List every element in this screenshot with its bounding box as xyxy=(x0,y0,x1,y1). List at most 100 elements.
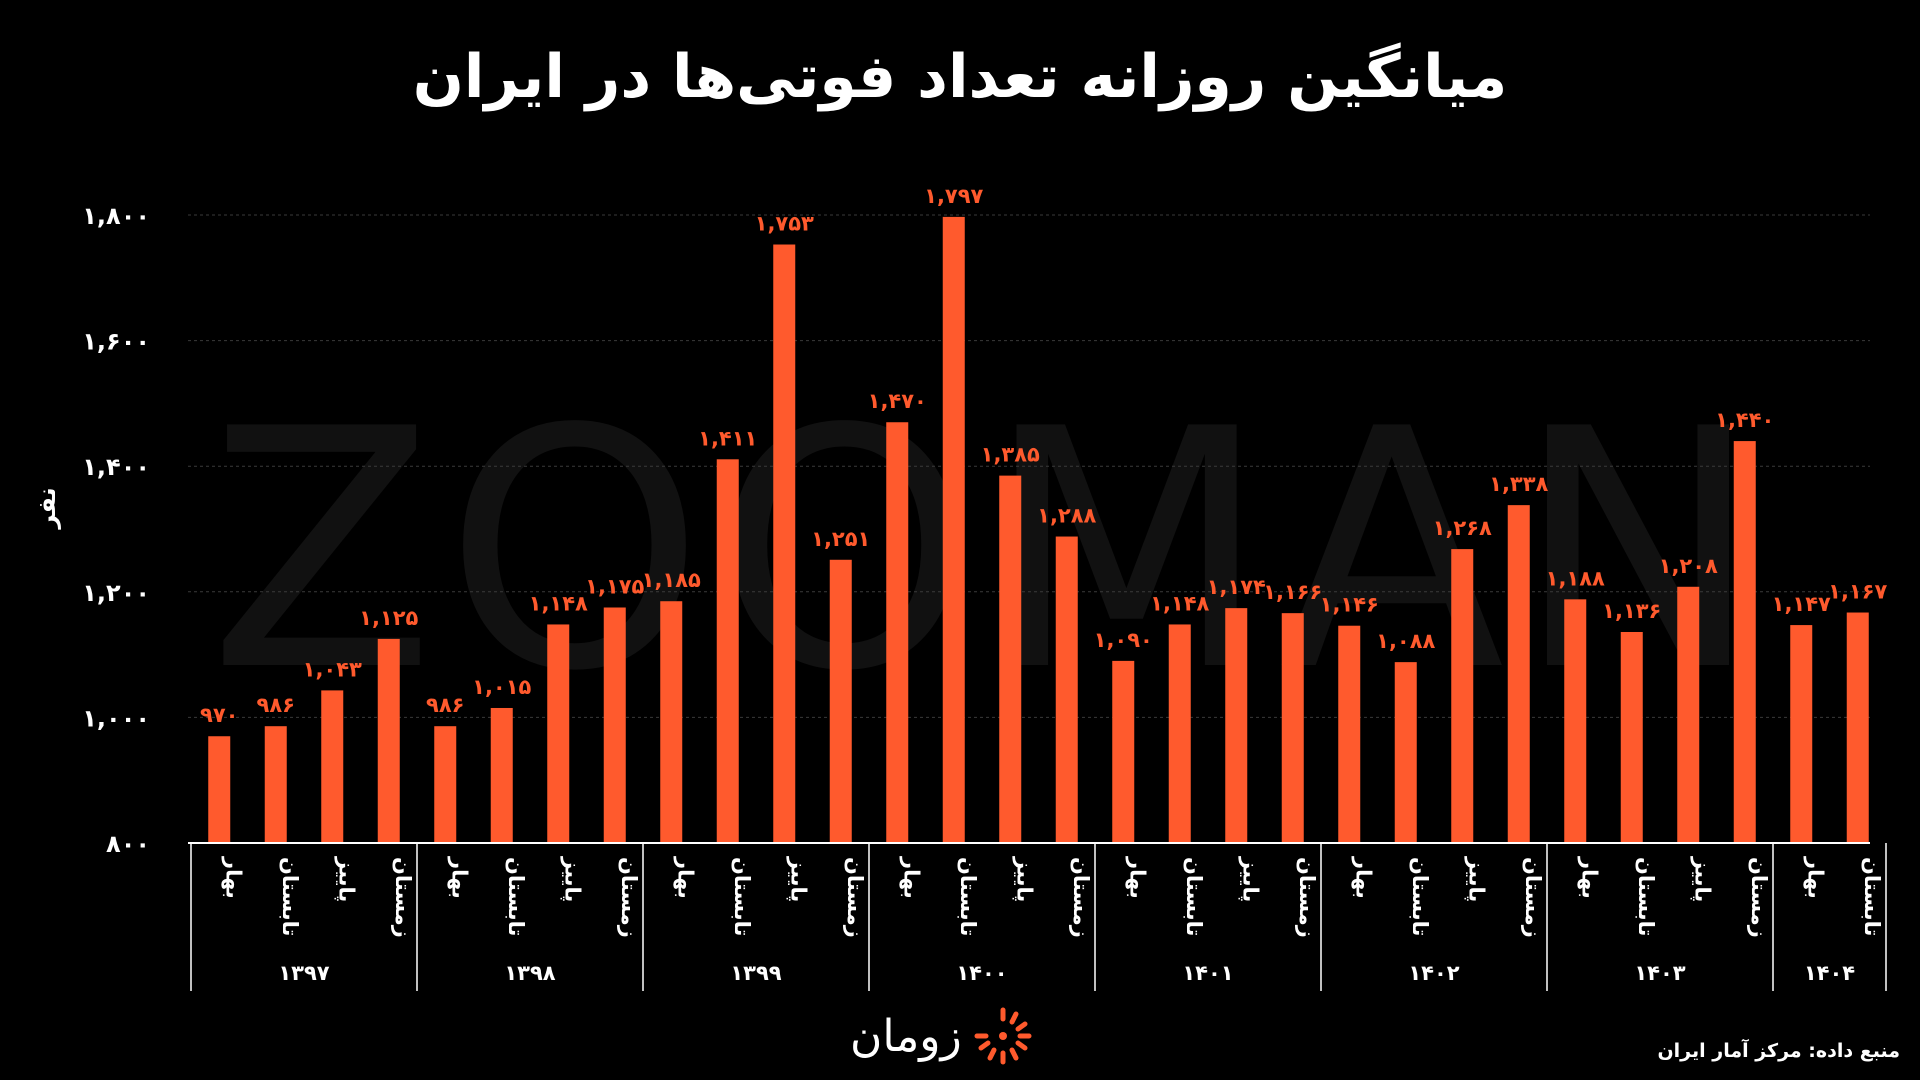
x-tick-label: پاییز xyxy=(786,856,810,902)
bar xyxy=(1564,599,1587,843)
y-tick-label: ۱,۰۰۰ xyxy=(82,704,150,732)
bar xyxy=(999,475,1022,843)
year-label: ۱۴۰۰ xyxy=(956,961,1007,985)
data-label: ۱,۰۹۰ xyxy=(1094,628,1153,652)
bar xyxy=(1112,660,1135,843)
data-label: ۱,۴۴۰ xyxy=(1715,408,1774,432)
bar xyxy=(942,216,965,843)
bar xyxy=(886,422,909,843)
data-label: ۱,۷۹۷ xyxy=(924,184,983,208)
data-label: ۱,۲۵۱ xyxy=(811,527,870,551)
data-label: ۹۸۶ xyxy=(257,693,295,717)
bar xyxy=(1620,631,1643,843)
y-tick-label: ۱,۲۰۰ xyxy=(82,579,150,607)
data-label: ۱,۱۴۷ xyxy=(1772,592,1831,616)
x-tick-label: تابستان xyxy=(278,857,302,936)
year-label: ۱۴۰۳ xyxy=(1634,961,1685,985)
data-label: ۱,۲۸۸ xyxy=(1037,504,1096,528)
bar xyxy=(1790,625,1813,843)
data-label: ۱,۲۰۸ xyxy=(1659,554,1718,578)
data-label: ۱,۱۷۴ xyxy=(1207,575,1266,599)
bar xyxy=(1225,608,1248,843)
x-tick-label: تابستان xyxy=(1182,857,1206,936)
x-tick-label: پاییز xyxy=(1012,856,1036,902)
data-label: ۹۷۰ xyxy=(200,703,238,727)
bar xyxy=(1733,441,1756,843)
data-label: ۱,۱۷۵ xyxy=(585,575,644,599)
y-tick-label: ۱,۶۰۰ xyxy=(82,328,150,356)
x-tick-label: تابستان xyxy=(730,857,754,936)
watermark: ZOOMAN xyxy=(209,359,1772,743)
data-label: ۱,۱۲۵ xyxy=(359,606,418,630)
brand-logo: زومان xyxy=(850,1005,1034,1067)
data-label: ۱,۱۳۶ xyxy=(1602,599,1661,623)
x-tick-label: زمستان xyxy=(843,857,867,938)
bar xyxy=(264,726,287,843)
year-label: ۱۴۰۴ xyxy=(1804,961,1855,985)
data-label: ۱,۱۸۵ xyxy=(642,568,701,592)
chart-title: میانگین روزانه تعداد فوتی‌ها در ایران xyxy=(412,42,1508,112)
x-tick-label: بهار xyxy=(673,856,697,899)
brand-name: زومان xyxy=(850,1010,962,1062)
data-label: ۱,۷۵۳ xyxy=(755,212,814,236)
y-tick-label: ۱,۴۰۰ xyxy=(82,453,150,481)
data-label: ۱,۲۶۸ xyxy=(1433,516,1492,540)
bar xyxy=(1846,612,1869,843)
data-label: ۱,۱۴۶ xyxy=(1320,593,1379,617)
x-tick-label: زمستان xyxy=(1747,857,1771,938)
data-label: ۱,۴۱۱ xyxy=(698,426,757,450)
bar xyxy=(547,624,570,843)
bar xyxy=(829,559,852,843)
x-tick-label: بهار xyxy=(1803,856,1827,899)
year-label: ۱۳۹۸ xyxy=(504,961,555,985)
x-tick-label: پاییز xyxy=(560,856,584,902)
data-source: منبع داده: مرکز آمار ایران xyxy=(1657,1040,1900,1062)
x-tick-label: تابستان xyxy=(504,857,528,936)
x-tick-label: تابستان xyxy=(1634,857,1658,936)
x-tick-label: بهار xyxy=(1351,856,1375,899)
x-tick-label: تابستان xyxy=(1860,857,1884,936)
bar xyxy=(490,707,513,843)
data-label: ۱,۳۸۵ xyxy=(981,443,1040,467)
bar xyxy=(321,690,344,843)
data-label: ۱,۱۴۸ xyxy=(1150,591,1209,615)
bar xyxy=(1507,505,1530,843)
x-tick-label: بهار xyxy=(1125,856,1149,899)
y-axis-label: نفر xyxy=(33,487,61,529)
bar xyxy=(1055,536,1078,843)
x-tick-label: زمستان xyxy=(617,857,641,938)
x-tick-label: زمستان xyxy=(391,857,415,938)
year-label: ۱۴۰۲ xyxy=(1408,961,1459,985)
bar xyxy=(660,601,683,843)
x-tick-label: تابستان xyxy=(956,857,980,936)
bar xyxy=(716,459,739,843)
bar xyxy=(208,736,231,843)
year-label: ۱۳۹۷ xyxy=(278,961,329,985)
x-tick-label: بهار xyxy=(447,856,471,899)
year-label: ۱۳۹۹ xyxy=(730,961,781,985)
x-tick-label: پاییز xyxy=(334,856,358,902)
bar xyxy=(603,607,626,843)
data-label: ۱,۰۸۸ xyxy=(1376,629,1435,653)
bar xyxy=(1677,586,1700,843)
x-tick-label: زمستان xyxy=(1521,857,1545,938)
bar xyxy=(1394,662,1417,843)
data-label: ۱,۰۱۵ xyxy=(472,675,531,699)
data-label: ۱,۱۸۸ xyxy=(1546,566,1605,590)
bar xyxy=(434,726,457,843)
x-tick-label: زمستان xyxy=(1295,857,1319,938)
data-label: ۱,۱۶۶ xyxy=(1263,580,1322,604)
x-tick-label: پاییز xyxy=(1464,856,1488,902)
x-tick-label: پاییز xyxy=(1238,856,1262,902)
x-tick-label: بهار xyxy=(221,856,245,899)
x-tick-label: بهار xyxy=(899,856,923,899)
bar xyxy=(1451,549,1474,843)
x-tick-label: بهار xyxy=(1577,856,1601,899)
data-label: ۱,۱۶۷ xyxy=(1828,580,1887,604)
data-label: ۱,۱۴۸ xyxy=(529,591,588,615)
x-tick-label: پاییز xyxy=(1690,856,1714,902)
x-tick-label: زمستان xyxy=(1069,857,1093,938)
sunburst-logo-icon xyxy=(974,1007,1032,1065)
bar xyxy=(1281,613,1304,843)
